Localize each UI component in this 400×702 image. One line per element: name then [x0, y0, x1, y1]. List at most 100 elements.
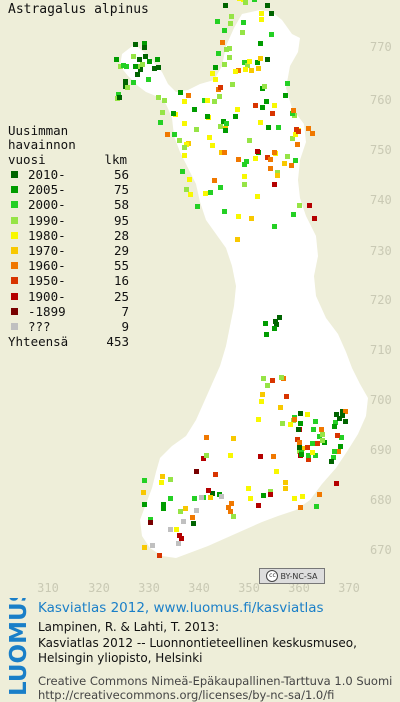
observation-square: [295, 437, 300, 442]
observation-square: [192, 107, 197, 112]
observation-square: [227, 55, 232, 60]
observation-square: [140, 62, 145, 67]
observation-square: [137, 57, 142, 62]
observation-square: [259, 399, 264, 404]
observation-square: [310, 131, 315, 136]
legend-row-count: 95: [113, 212, 129, 228]
observation-dots: [114, 0, 348, 558]
license-url[interactable]: http://creativecommons.org/licenses/by-n…: [38, 687, 335, 702]
observation-square: [218, 124, 223, 129]
observation-square: [184, 142, 189, 147]
observation-square: [270, 378, 275, 383]
observation-square: [244, 159, 249, 164]
observation-square: [229, 14, 234, 19]
observation-square: [317, 492, 322, 497]
observation-square: [141, 490, 146, 495]
license: Creative Commons Nimeä-Epäkaupallinen-Ta…: [38, 674, 398, 702]
observation-square: [131, 80, 136, 85]
observation-square: [219, 150, 224, 155]
legend-title-line: havainnon: [8, 137, 76, 152]
observation-square: [297, 203, 302, 208]
observation-square: [231, 514, 236, 519]
legend-row: ??? 9: [8, 319, 138, 334]
observation-square: [236, 68, 241, 73]
observation-square: [208, 190, 213, 195]
observation-square: [142, 502, 147, 507]
legend-row-count: 16: [113, 273, 129, 289]
observation-square: [313, 419, 318, 424]
observation-square: [223, 3, 228, 8]
observation-square: [210, 71, 215, 76]
y-tick-label: 720: [370, 293, 392, 307]
legend-swatch: [11, 201, 18, 209]
observation-square: [283, 480, 288, 485]
observation-square: [262, 84, 267, 89]
x-tick-label: 330: [138, 581, 160, 595]
observation-square: [228, 21, 233, 26]
observation-square: [160, 474, 165, 479]
observation-square: [285, 154, 290, 159]
observation-square: [249, 216, 254, 221]
legend-row-count: 28: [113, 227, 129, 243]
legend-row-label: 1900-: [28, 288, 66, 304]
observation-square: [338, 444, 343, 449]
observation-square: [162, 98, 167, 103]
observation-square: [259, 11, 264, 16]
observation-square: [233, 114, 238, 119]
legend-row: 1970- 29: [8, 243, 138, 258]
observation-square: [205, 114, 210, 119]
observation-square: [297, 440, 302, 445]
cc-license-badge[interactable]: cc BY-NC-SA: [259, 568, 325, 584]
observation-square: [312, 216, 317, 221]
observation-square: [148, 520, 153, 525]
observation-square: [269, 32, 274, 37]
observation-square: [306, 453, 311, 458]
observation-square: [268, 157, 273, 162]
observation-square: [177, 138, 182, 143]
observation-square: [182, 121, 187, 126]
observation-square: [184, 187, 189, 192]
observation-square: [296, 427, 301, 432]
citation-line: Helsingin yliopisto, Helsinki: [38, 651, 203, 665]
legend-swatch: [11, 216, 18, 224]
observation-square: [168, 477, 173, 482]
observation-square: [117, 95, 122, 100]
observation-square: [307, 203, 312, 208]
legend-row-label: 2000-: [28, 197, 66, 213]
observation-square: [329, 459, 334, 464]
observation-square: [187, 177, 192, 182]
y-tick-label: 730: [370, 244, 392, 258]
observation-square: [310, 441, 315, 446]
observation-square: [331, 455, 336, 460]
observation-square: [220, 40, 225, 45]
observation-square: [261, 376, 266, 381]
legend-row-count: 9: [121, 318, 129, 334]
y-tick-label: 710: [370, 343, 392, 357]
legend-swatch: [11, 292, 18, 300]
legend-row: 1900- 25: [8, 289, 138, 304]
observation-square: [123, 79, 128, 84]
legend-row: 1980- 28: [8, 228, 138, 243]
observation-square: [247, 138, 252, 143]
legend-row-label: ???: [28, 318, 51, 334]
observation-square: [121, 63, 126, 68]
x-tick-label: 350: [238, 581, 260, 595]
kasviatlas-link[interactable]: Kasviatlas 2012, www.luomus.fi/kasviatla…: [38, 600, 324, 616]
observation-square: [333, 420, 338, 425]
map-area: Astragalus alpinus 770 760 750 740 730 7…: [8, 0, 392, 595]
observation-square: [300, 494, 305, 499]
observation-square: [168, 496, 173, 501]
observation-square: [260, 392, 265, 397]
observation-square: [212, 99, 217, 104]
observation-square: [315, 441, 320, 446]
observation-square: [178, 90, 183, 95]
observation-square: [125, 85, 130, 90]
observation-square: [116, 92, 121, 97]
observation-square: [283, 486, 288, 491]
observation-square: [152, 66, 157, 71]
observation-square: [276, 125, 281, 130]
observation-square: [248, 496, 253, 501]
observation-square: [228, 509, 233, 514]
observation-square: [165, 132, 170, 137]
observation-square: [236, 157, 241, 162]
